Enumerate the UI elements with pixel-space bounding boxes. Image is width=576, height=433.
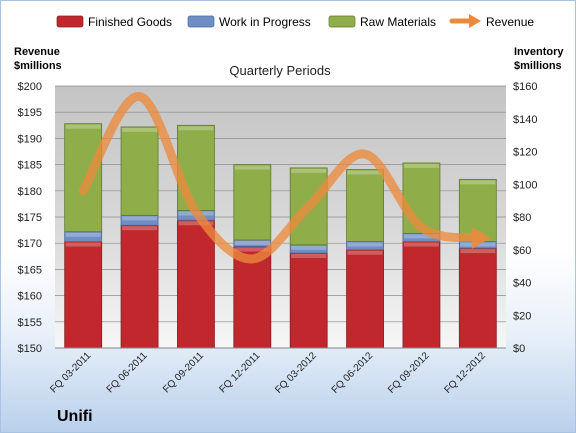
left-axis-title-line2: $millions xyxy=(14,60,62,72)
right-axis-ticks: $0 $20 $40 $60 $80 $100 $120 $140 $160 xyxy=(513,81,537,355)
bar-highlight xyxy=(347,250,383,255)
bar-highlight xyxy=(178,221,214,226)
left-tick-label: $170 xyxy=(18,238,42,250)
legend-label-raw-materials: Raw Materials xyxy=(360,15,436,29)
bar-highlight xyxy=(122,216,158,221)
left-tick-label: $155 xyxy=(18,317,42,329)
bar-highlight xyxy=(122,127,158,132)
bar-finished-goods xyxy=(289,252,328,349)
x-tick-label: FQ 03-2012 xyxy=(273,350,319,396)
bar-highlight xyxy=(291,168,327,173)
bar-highlight xyxy=(178,126,214,131)
right-tick-label: $20 xyxy=(513,310,531,322)
bar-highlight xyxy=(291,254,327,259)
left-tick-label: $175 xyxy=(18,212,42,224)
left-tick-label: $200 xyxy=(18,81,42,93)
bar-highlight xyxy=(460,180,496,185)
bar-finished-goods xyxy=(177,219,215,349)
left-tick-label: $180 xyxy=(18,186,42,198)
bar-highlight xyxy=(291,245,327,250)
left-tick-label: $150 xyxy=(18,343,42,355)
revenue-line xyxy=(78,91,491,264)
right-tick-label: $160 xyxy=(513,81,537,93)
bar-highlight xyxy=(460,249,496,254)
revenue-arrowhead xyxy=(471,226,491,249)
x-tick-label: FQ 09-2012 xyxy=(386,350,432,396)
legend-label-work-in-progress: Work in Progress xyxy=(219,15,311,29)
bar-raw-materials xyxy=(177,124,215,211)
revenue-line-path xyxy=(78,91,483,264)
bar-highlight xyxy=(234,165,270,170)
bar-highlight xyxy=(122,226,158,231)
bar-raw-materials xyxy=(346,169,384,242)
left-axis-ticks: $150 $155 $160 $165 $170 $175 $180 $185 $190 $195… xyxy=(18,81,42,355)
right-axis-title-line1: Inventory xyxy=(514,46,564,58)
right-tick-label: $80 xyxy=(513,212,531,224)
legend-swatch-raw-materials xyxy=(328,15,356,28)
legend-label-finished-goods: Finished Goods xyxy=(88,15,172,29)
left-tick-label: $195 xyxy=(18,107,42,119)
bar-highlight xyxy=(347,170,383,175)
chart-subtitle: Quarterly Periods xyxy=(229,63,331,78)
bar-highlight xyxy=(65,124,101,129)
left-tick-label: $160 xyxy=(18,291,42,303)
bar-highlight xyxy=(234,247,270,252)
bar-highlight xyxy=(347,242,383,247)
left-axis-title-line1: Revenue xyxy=(14,46,60,58)
x-tick-label: FQ 06-2012 xyxy=(330,350,376,396)
bar-finished-goods xyxy=(346,249,384,349)
bar-finished-goods xyxy=(120,224,159,349)
bar-highlight xyxy=(403,234,439,239)
right-tick-label: $0 xyxy=(513,343,525,355)
legend-swatch-revenue xyxy=(449,14,481,28)
right-axis-title-line2: $millions xyxy=(514,60,562,72)
bar-raw-materials xyxy=(120,126,159,216)
right-tick-label: $140 xyxy=(513,114,537,126)
legend-swatch-finished-goods xyxy=(56,15,84,28)
x-tick-label: FQ 06-2011 xyxy=(105,350,150,395)
bar-highlight xyxy=(403,163,439,168)
bar-highlight xyxy=(65,232,101,237)
company-name: Unifi xyxy=(57,408,93,425)
bar-finished-goods xyxy=(458,247,497,349)
x-tick-label: FQ 09-2011 xyxy=(161,350,206,395)
legend-label-revenue: Revenue xyxy=(486,15,534,29)
x-tick-label: FQ 03-2011 xyxy=(48,350,93,395)
left-tick-label: $165 xyxy=(18,264,42,276)
bar-raw-materials xyxy=(233,164,272,241)
legend-swatch-work-in-progress xyxy=(187,15,215,28)
bar-highlight xyxy=(65,242,101,247)
bar-finished-goods xyxy=(402,241,441,349)
bar-finished-goods xyxy=(64,241,103,349)
x-axis-ticks: FQ 03-2011 FQ 06-2011 FQ 09-2011 FQ 12-2011… xyxy=(48,350,488,396)
bar-highlight xyxy=(234,240,270,245)
left-tick-label: $185 xyxy=(18,160,42,172)
right-tick-label: $120 xyxy=(513,147,537,159)
left-tick-label: $190 xyxy=(18,133,42,145)
legend: Finished Goods Work in Progress Raw Mate… xyxy=(56,14,534,29)
right-tick-label: $100 xyxy=(513,179,537,191)
bar-raw-materials xyxy=(64,123,103,233)
right-tick-label: $40 xyxy=(513,278,531,290)
x-tick-label: FQ 12-2012 xyxy=(442,350,488,396)
right-tick-label: $60 xyxy=(513,245,531,257)
x-tick-label: FQ 12-2011 xyxy=(217,350,262,395)
bar-highlight xyxy=(403,242,439,247)
